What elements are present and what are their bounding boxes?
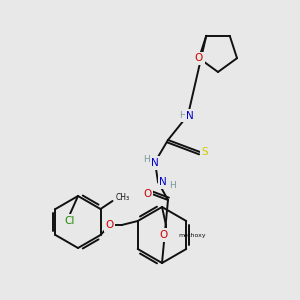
Text: H: H (144, 154, 150, 164)
Text: O: O (195, 53, 203, 63)
Text: CH₃: CH₃ (116, 194, 130, 202)
Text: S: S (202, 147, 208, 157)
Text: O: O (106, 220, 114, 230)
Text: H: H (169, 181, 176, 190)
Text: N: N (151, 158, 159, 168)
Text: N: N (159, 177, 167, 187)
Text: O: O (160, 230, 168, 240)
Text: Cl: Cl (65, 216, 75, 226)
Text: N: N (186, 111, 194, 121)
Text: O: O (143, 189, 151, 199)
Text: H: H (178, 112, 185, 121)
Text: methoxy: methoxy (178, 232, 206, 238)
